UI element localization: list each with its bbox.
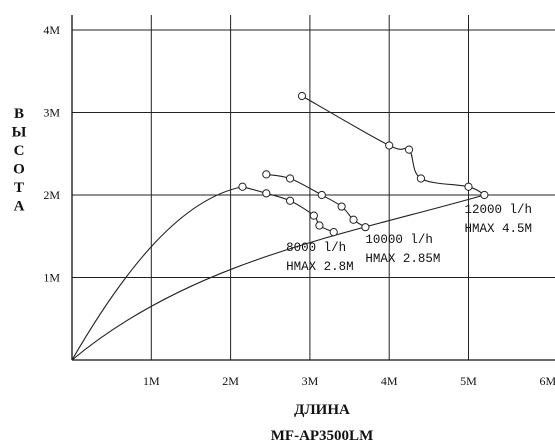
tick-labels: 1M 2M 3M 4M 5M 6M 1M 2M 3M 4M: [43, 23, 555, 388]
x-tick-label: 6M: [539, 374, 555, 388]
data-point-marker: [404, 145, 414, 154]
y-axis-label-letter: О: [13, 162, 25, 178]
data-point-marker: [297, 91, 307, 101]
y-axis-label-letter: А: [14, 199, 25, 215]
data-point-marker: [315, 221, 324, 230]
y-axis-label-letter: Т: [14, 180, 24, 196]
y-tick-label: 3M: [43, 106, 60, 120]
x-tick-label: 1M: [143, 374, 160, 388]
x-tick-label: 2M: [222, 374, 239, 388]
lower-envelope-curve: [71, 194, 485, 361]
data-point-marker: [238, 182, 247, 191]
axes: [71, 15, 555, 361]
x-axis-label: ДЛИНА: [294, 402, 350, 418]
x-tick-label: 4M: [381, 374, 398, 388]
curve-annotation-text: 8000 l/h: [286, 241, 346, 255]
y-axis-label-letter: Ы: [12, 125, 27, 141]
upper-envelope-curve: [71, 186, 243, 361]
curve-annotation-text: 10000 l/h: [365, 233, 433, 247]
data-point-marker: [480, 190, 489, 200]
data-point-marker: [285, 174, 295, 183]
curve-annotation-text: HMAX 2.85M: [365, 252, 440, 266]
data-point-marker: [262, 170, 271, 179]
curve-annotation-text: HMAX 2.8M: [286, 260, 354, 274]
x-tick-label: 5M: [460, 374, 477, 388]
data-point-marker: [285, 196, 295, 205]
data-point-marker: [309, 211, 318, 220]
data-point-marker: [416, 174, 426, 183]
curve-annotation-text: HMAX 4.5M: [465, 222, 533, 236]
data-point-marker: [262, 189, 271, 198]
y-tick-label: 2M: [43, 188, 60, 202]
curve-markers: [238, 91, 489, 237]
data-point-marker: [337, 202, 346, 211]
data-point-marker: [464, 182, 473, 191]
model-label: MF-AP3500LM: [271, 428, 373, 443]
data-point-marker: [349, 215, 358, 224]
data-point-marker: [329, 228, 338, 237]
y-axis-label-letter: В: [14, 106, 24, 122]
performance-curves: [71, 95, 485, 361]
data-point-marker: [317, 190, 326, 200]
x-tick-label: 3M: [302, 374, 319, 388]
data-point-marker: [385, 141, 394, 150]
y-tick-label: 4M: [43, 23, 60, 37]
grid-lines: [72, 15, 555, 360]
y-axis-label-letter: С: [14, 143, 25, 159]
data-point-marker: [361, 223, 370, 232]
curve-annotations: 8000 l/h HMAX 2.8M 10000 l/h HMAX 2.85M 1200…: [286, 203, 532, 274]
y-tick-label: 1M: [43, 271, 60, 285]
curve-annotation-text: 12000 l/h: [465, 203, 533, 217]
